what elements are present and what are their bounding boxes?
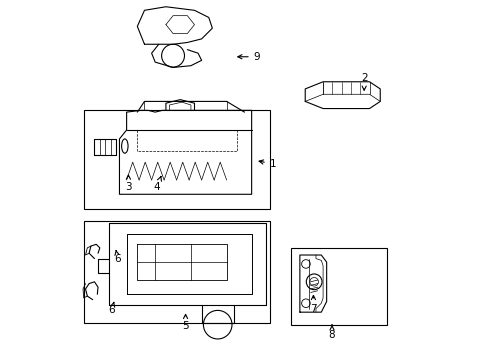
Text: 4: 4 — [153, 176, 161, 192]
Text: 5: 5 — [182, 314, 188, 332]
Bar — [290, 248, 386, 325]
Bar — [83, 221, 269, 323]
Text: 2: 2 — [360, 73, 366, 90]
Text: 7: 7 — [309, 296, 316, 314]
Text: 6: 6 — [114, 251, 121, 264]
Text: 9: 9 — [237, 52, 260, 62]
Bar — [83, 111, 269, 208]
Text: 3: 3 — [125, 175, 131, 192]
Text: 1: 1 — [259, 159, 276, 169]
Text: 8: 8 — [328, 325, 335, 341]
Text: 6: 6 — [108, 302, 115, 315]
